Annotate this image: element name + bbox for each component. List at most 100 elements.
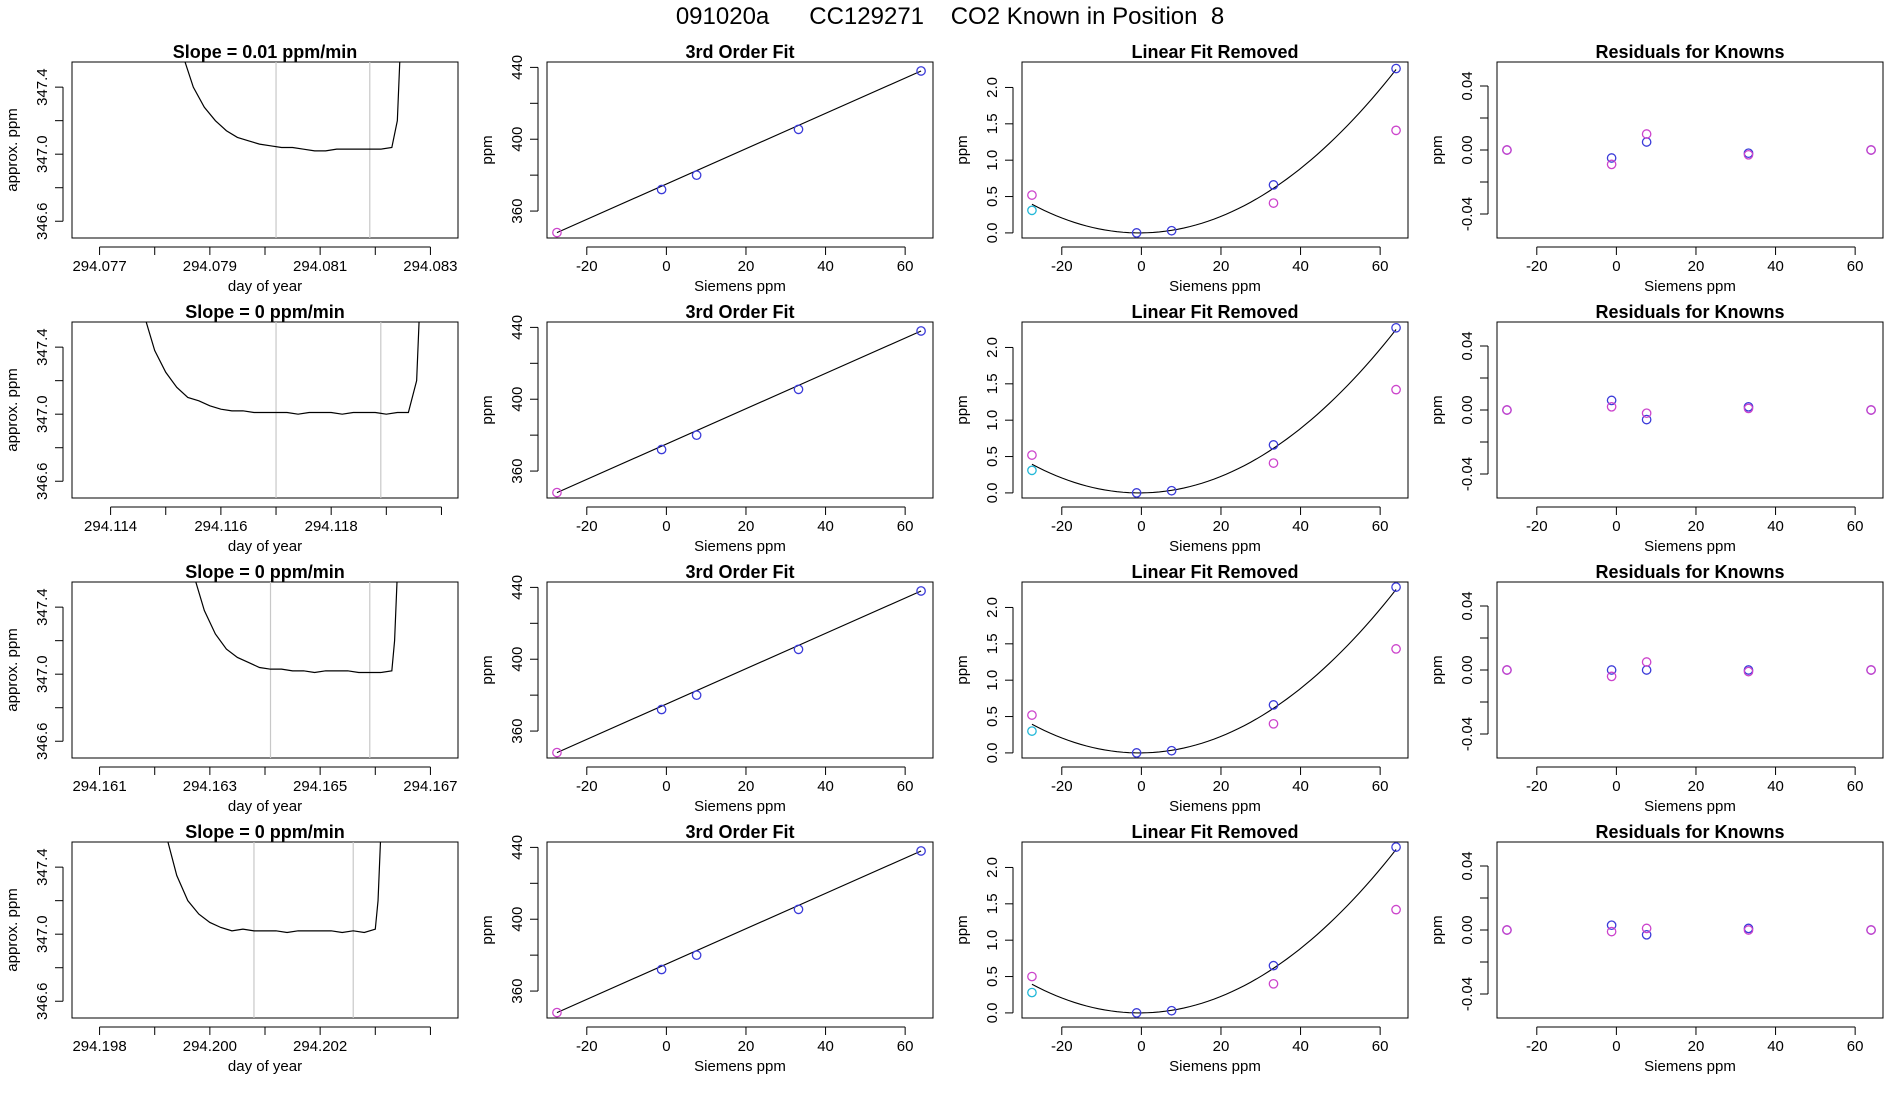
x-tick-label: 60 — [897, 258, 914, 275]
x-tick-label: 0 — [662, 1038, 670, 1055]
x-axis-label: Siemens ppm — [694, 798, 786, 815]
x-tick-label: 60 — [1372, 778, 1389, 795]
x-tick-label: 294.161 — [72, 778, 126, 795]
linear-fit-removed-chart-svg: Linear Fit Removed Siemens ppm ppm -20 0 20 40… — [954, 42, 1409, 295]
y-tick-label: 0.5 — [984, 706, 1001, 727]
x-tick-label: 20 — [738, 518, 755, 535]
x-tick-label: -20 — [576, 518, 598, 535]
third-order-fit-chart-svg: 3rd Order Fit Siemens ppm ppm -20 0 20 40 60 360… — [479, 822, 934, 1075]
data-point-blue — [1391, 842, 1401, 852]
data-point-cyan — [1027, 205, 1037, 216]
y-tick-label: 347.0 — [34, 915, 51, 953]
x-axis-label: day of year — [228, 798, 302, 815]
x-tick-label: 20 — [1213, 258, 1230, 275]
y-tick-label: 0.5 — [984, 966, 1001, 987]
data-point-magenta — [1027, 710, 1037, 720]
x-tick-label: 40 — [1767, 778, 1784, 795]
x-axis-label: Siemens ppm — [1169, 278, 1261, 295]
x-axis-label: day of year — [228, 1058, 302, 1075]
data-point-magenta — [1027, 971, 1037, 982]
data-point-blue — [1606, 153, 1617, 163]
ppm-trace-line — [184, 62, 401, 152]
x-tick-label: 294.202 — [293, 1038, 347, 1055]
trace-chart: Slope = 0 ppm/min day of year approx. ppm 2… — [0, 295, 475, 555]
x-tick-label: 60 — [1847, 518, 1864, 535]
data-point-blue — [916, 326, 926, 336]
x-tick-label: 40 — [1767, 1038, 1784, 1055]
y-tick-label: 347.4 — [34, 588, 51, 626]
y-tick-label: 360 — [509, 199, 526, 224]
quadratic-curve — [1031, 849, 1397, 1014]
y-tick-label: 0.0 — [984, 222, 1001, 243]
linear-fit-removed-chart: Linear Fit Removed Siemens ppm ppm -20 0 20 40… — [950, 35, 1425, 295]
residuals-chart: Residuals for Knowns Siemens ppm ppm -20 0 20… — [1425, 555, 1900, 815]
x-tick-label: 0 — [1137, 518, 1145, 535]
data-point-magenta — [1391, 384, 1401, 395]
y-tick-label: 0.5 — [984, 446, 1001, 467]
x-tick-label: 20 — [1213, 1038, 1230, 1055]
x-tick-label: 20 — [738, 1038, 755, 1055]
plot-frame — [1496, 841, 1884, 1019]
x-tick-label: 40 — [1292, 518, 1309, 535]
plot-frame — [1021, 841, 1409, 1019]
plot-frame — [1021, 581, 1409, 759]
x-tick-label: 40 — [817, 1038, 834, 1055]
y-tick-label: 1.0 — [984, 930, 1001, 951]
y-tick-label: 0.04 — [1459, 591, 1476, 620]
plot-frame — [1496, 581, 1884, 759]
chart-title: Slope = 0 ppm/min — [185, 822, 345, 842]
y-tick-label: -0.04 — [1459, 977, 1476, 1011]
x-tick-label: 0 — [1137, 778, 1145, 795]
x-tick-label: 40 — [817, 778, 834, 795]
x-tick-label: 60 — [897, 518, 914, 535]
x-tick-label: -20 — [576, 778, 598, 795]
data-point-magenta — [1606, 926, 1617, 937]
data-point-blue — [916, 586, 926, 596]
data-point-blue — [1606, 920, 1617, 931]
x-tick-label: 20 — [738, 778, 755, 795]
data-point-blue — [1131, 1008, 1142, 1018]
page-title: 091020a CC129271 CO2 Known in Position 8 — [675, 3, 1225, 30]
data-point-blue — [1606, 395, 1617, 406]
x-tick-label: 294.114 — [84, 518, 137, 535]
x-tick-label: 294.200 — [183, 1038, 237, 1055]
data-point-magenta — [1027, 450, 1037, 460]
y-tick-label: 347.4 — [34, 68, 51, 106]
x-tick-label: -20 — [1051, 1038, 1073, 1055]
x-tick-label: 294.083 — [403, 258, 457, 275]
x-tick-label: -20 — [1526, 518, 1548, 535]
x-axis-label: Siemens ppm — [1169, 798, 1261, 815]
y-tick-label: 0.0 — [984, 742, 1001, 763]
data-point-magenta — [1391, 644, 1401, 654]
data-point-magenta — [1743, 149, 1754, 160]
fit-line — [556, 590, 922, 754]
data-point-blue — [793, 644, 804, 655]
y-tick-label: 1.5 — [984, 633, 1001, 654]
chart-title: Slope = 0.01 ppm/min — [173, 42, 358, 62]
y-tick-label: -0.04 — [1459, 457, 1476, 491]
data-point-blue — [1391, 582, 1401, 592]
data-point-blue — [1641, 137, 1652, 147]
y-axis-label: ppm — [954, 395, 971, 424]
x-tick-label: 294.163 — [183, 778, 237, 795]
y-tick-label: 440 — [509, 315, 526, 340]
chart-title: Linear Fit Removed — [1131, 302, 1298, 322]
plot-frame — [1021, 61, 1409, 239]
data-point-magenta — [552, 747, 562, 758]
plot-frame — [71, 581, 459, 759]
data-point-magenta — [1641, 923, 1652, 934]
data-point-magenta — [1606, 159, 1617, 170]
data-point-blue — [691, 950, 702, 960]
third-order-fit-chart-svg: 3rd Order Fit Siemens ppm ppm -20 0 20 40 60 360… — [479, 562, 934, 815]
x-tick-label: 294.198 — [72, 1038, 126, 1055]
y-axis-label: ppm — [479, 655, 496, 684]
trace-chart-svg: Slope = 0.01 ppm/min day of year approx. p… — [4, 42, 459, 295]
third-order-fit-chart: 3rd Order Fit Siemens ppm ppm -20 0 20 40 60 360… — [475, 815, 950, 1075]
data-point-blue — [691, 690, 702, 700]
x-axis-label: Siemens ppm — [1169, 538, 1261, 555]
data-point-magenta — [1866, 665, 1876, 675]
y-tick-label: 347.0 — [34, 395, 51, 433]
x-tick-label: 60 — [1847, 778, 1864, 795]
x-tick-label: 40 — [1292, 778, 1309, 795]
